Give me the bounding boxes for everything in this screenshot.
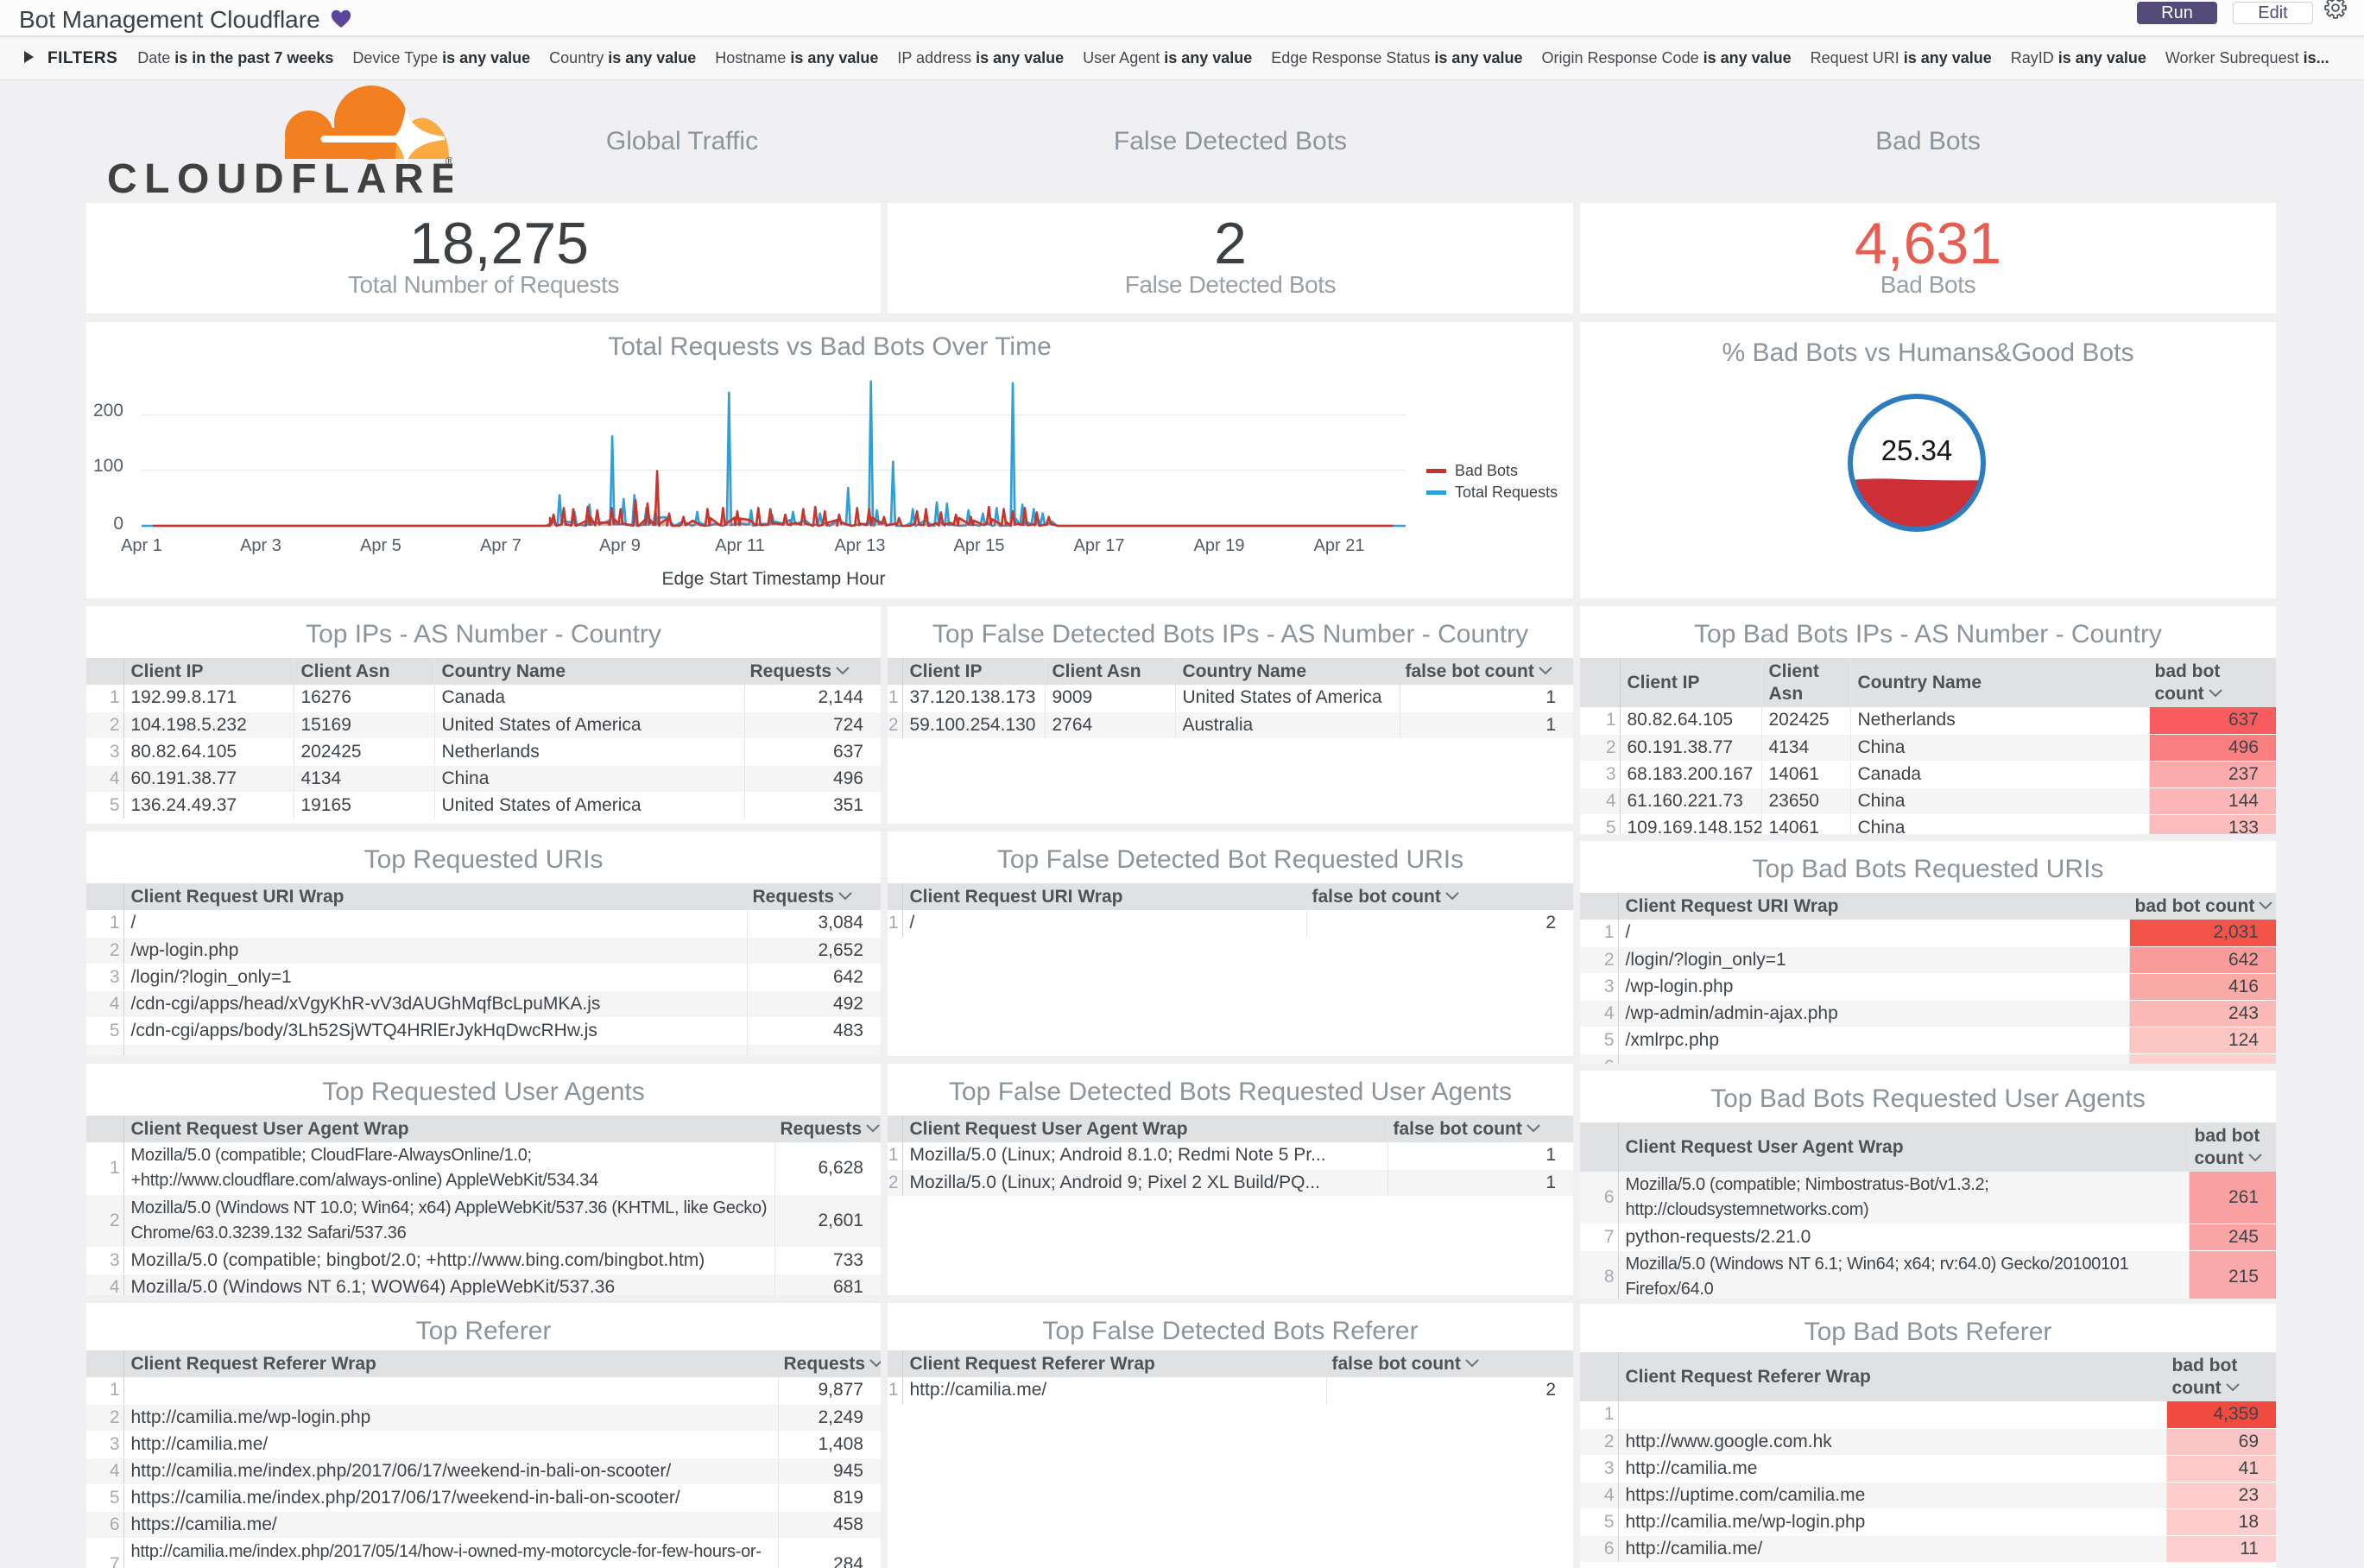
svg-text:CLOUDFLARE: CLOUDFLARE [107,156,452,195]
svg-text:25.34: 25.34 [1881,434,1953,466]
svg-text:®: ® [446,155,452,168]
